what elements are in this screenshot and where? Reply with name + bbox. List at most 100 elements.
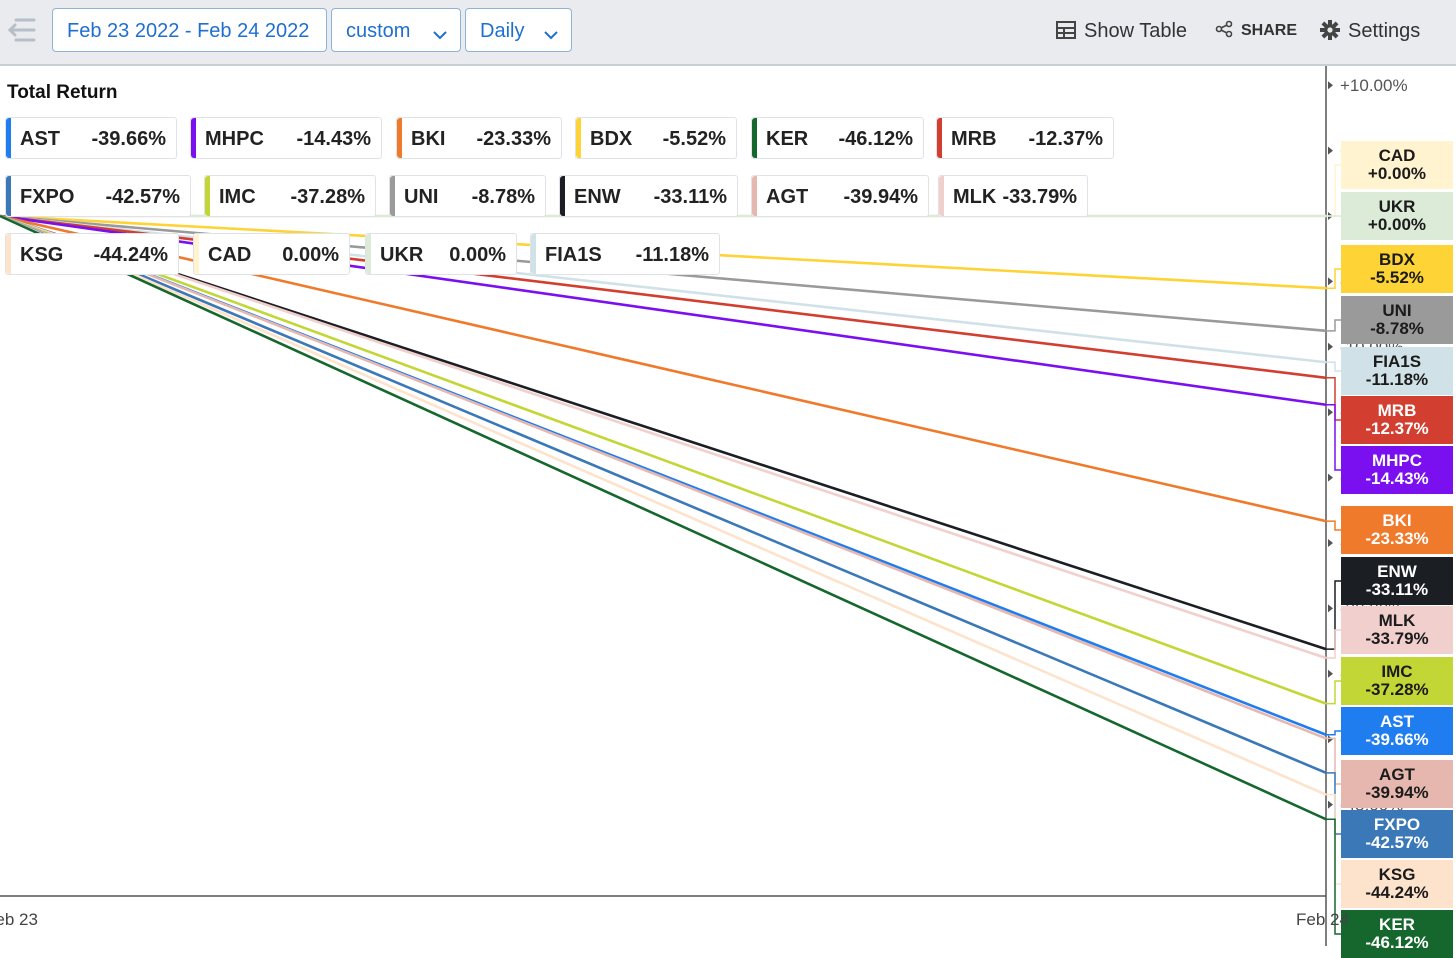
settings-button[interactable]: Settings: [1320, 10, 1420, 52]
value-tag-name: KER: [1379, 915, 1415, 934]
value-tag-name: UKR: [1378, 197, 1416, 216]
legend-series-value: -42.57%: [105, 186, 181, 208]
value-tag-value: -46.12%: [1365, 933, 1429, 952]
legend-series-value: -12.37%: [1028, 128, 1104, 150]
value-tag-bdx: BDX -5.52%: [1341, 245, 1453, 293]
legend-item-agt[interactable]: AGT -39.94%: [751, 175, 929, 217]
share-button[interactable]: SHARE: [1215, 10, 1297, 52]
value-tag-fxpo: FXPO -42.57%: [1341, 810, 1453, 858]
legend-series-value: 0.00%: [449, 244, 506, 266]
legend-series-name: FIA1S: [545, 244, 602, 266]
legend-color-swatch: [366, 234, 371, 274]
legend-item-enw[interactable]: ENW -33.11%: [559, 175, 738, 217]
legend-color-swatch: [191, 118, 196, 158]
value-tag-name: MLK: [1378, 611, 1416, 630]
legend-series-value: -14.43%: [296, 128, 372, 150]
y-tick-label: +10.00%: [1340, 76, 1408, 95]
legend-item-ker[interactable]: KER -46.12%: [751, 117, 924, 159]
y-tick-mark: [1328, 735, 1333, 744]
date-range-picker[interactable]: Feb 23 2022 - Feb 24 2022: [52, 8, 327, 52]
chart-title: Total Return: [7, 82, 118, 103]
value-tag-value: -23.33%: [1365, 529, 1429, 548]
value-tag-name: FIA1S: [1372, 352, 1422, 371]
legend-color-swatch: [752, 176, 757, 216]
y-tick-mark: [1328, 800, 1333, 809]
legend-series-value: -8.78%: [471, 186, 535, 208]
y-tick-mark: [1328, 146, 1333, 155]
x-tick-label: Feb 23: [0, 910, 38, 929]
value-tag-connector: [1326, 737, 1341, 785]
series-line-mlk: [0, 214, 1327, 660]
legend-item-bdx[interactable]: BDX -5.52%: [575, 117, 737, 159]
y-tick-mark: [1328, 408, 1333, 417]
show-table-button[interactable]: Show Table: [1056, 10, 1187, 52]
legend-color-swatch: [752, 118, 757, 158]
value-tag-name: IMC: [1381, 662, 1413, 681]
legend-series-value: -46.12%: [838, 128, 914, 150]
legend-item-imc[interactable]: IMC -37.28%: [204, 175, 376, 217]
interval-select-label: Daily: [480, 20, 525, 42]
value-tag-connector: [1326, 361, 1341, 372]
value-tag-value: -5.52%: [1370, 268, 1424, 287]
period-select-label: custom: [346, 20, 411, 42]
settings-label: Settings: [1348, 20, 1421, 42]
interval-select[interactable]: Daily: [465, 8, 572, 52]
legend-series-value: 0.00%: [282, 244, 339, 266]
legend-item-uni[interactable]: UNI -8.78%: [389, 175, 546, 217]
legend-item-ukr[interactable]: UKR 0.00%: [365, 233, 517, 275]
value-tag-value: -33.79%: [1365, 629, 1429, 648]
legend-item-ast[interactable]: AST -39.66%: [5, 117, 177, 159]
value-tag-bki: BKI -23.33%: [1341, 506, 1453, 554]
share-label: SHARE: [1241, 22, 1298, 39]
legend-series-value: -23.33%: [476, 128, 552, 150]
value-tag-uni: UNI -8.78%: [1341, 296, 1453, 344]
value-tag-name: BKI: [1382, 511, 1412, 530]
value-tag-name: AST: [1380, 712, 1414, 731]
legend-series-name: AST: [20, 128, 60, 150]
legend-series-name: UNI: [404, 186, 439, 208]
period-select[interactable]: custom: [331, 8, 461, 52]
value-tag-enw: ENW -33.11%: [1341, 557, 1453, 605]
value-tag-cad: CAD +0.00%: [1341, 141, 1453, 189]
value-tag-ksg: KSG -44.24%: [1341, 860, 1453, 908]
value-tag-value: -8.78%: [1370, 319, 1424, 338]
value-tag-value: +0.00%: [1367, 164, 1427, 183]
y-tick-mark: [1328, 342, 1333, 351]
legend-item-ksg[interactable]: KSG -44.24%: [5, 233, 179, 275]
value-tag-connector: [1326, 629, 1341, 659]
legend-series-name: FXPO: [20, 186, 75, 208]
legend-item-mhpc[interactable]: MHPC -14.43%: [190, 117, 382, 159]
toolbar: Feb 23 2022 - Feb 24 2022 custom Daily S…: [0, 0, 1456, 66]
value-tag-name: FXPO: [1373, 815, 1421, 834]
value-tag-connector: [1326, 164, 1341, 217]
value-tag-name: BDX: [1379, 250, 1415, 269]
legend-item-mlk[interactable]: MLK -33.79%: [938, 175, 1088, 217]
legend-series-value: -37.28%: [290, 186, 366, 208]
value-tag-fia1s: FIA1S -11.18%: [1341, 347, 1453, 395]
legend-item-fxpo[interactable]: FXPO -42.57%: [5, 175, 191, 217]
legend-series-name: MRB: [951, 128, 997, 150]
y-tick-mark: [1328, 81, 1333, 90]
value-tag-connector: [1326, 730, 1341, 736]
series-line-agt: [0, 214, 1327, 740]
value-tag-value: -14.43%: [1365, 469, 1429, 488]
value-tag-value: -37.28%: [1365, 680, 1429, 699]
legend-item-fia1s[interactable]: FIA1S -11.18%: [530, 233, 720, 275]
legend-item-cad[interactable]: CAD 0.00%: [193, 233, 350, 275]
value-tag-name: MRB: [1377, 401, 1417, 420]
value-tag-value: -12.37%: [1365, 419, 1429, 438]
show-table-label: Show Table: [1084, 20, 1188, 42]
legend-color-swatch: [6, 176, 11, 216]
legend-item-mrb[interactable]: MRB -12.37%: [936, 117, 1114, 159]
chevron-down-icon: [543, 19, 559, 43]
gear-icon: [1320, 19, 1340, 40]
series-line-ksg: [0, 214, 1327, 796]
chevron-down-icon: [432, 19, 448, 43]
back-icon[interactable]: [6, 14, 36, 48]
value-tag-connector: [1326, 319, 1341, 332]
legend-item-bki[interactable]: BKI -23.33%: [396, 117, 562, 159]
value-tag-connector: [1326, 377, 1341, 421]
value-tag-name: KSG: [1378, 865, 1416, 884]
legend-series-name: KER: [766, 128, 809, 150]
legend-series-value: -44.24%: [93, 244, 169, 266]
